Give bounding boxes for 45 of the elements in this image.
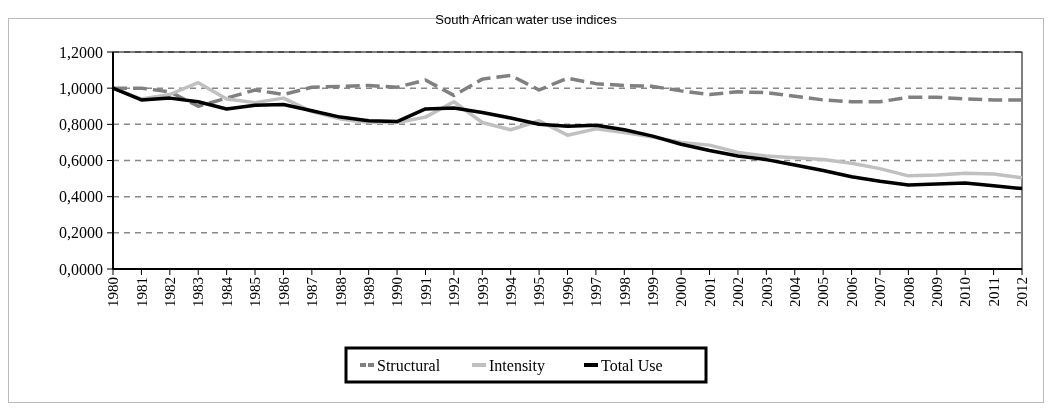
y-tick-label: 0,4000	[59, 188, 103, 206]
x-tick-label: 1991	[417, 277, 434, 307]
x-tick-label: 2002	[730, 277, 747, 307]
y-tick-label: 0,0000	[59, 260, 103, 278]
line-series	[111, 73, 1024, 108]
x-tick-label: 1986	[275, 276, 292, 307]
legend-label: Structural	[377, 356, 441, 374]
legend-label: Total Use	[601, 356, 663, 374]
x-tick-label: 1985	[247, 277, 264, 307]
y-tick-label: 1,0000	[59, 79, 103, 97]
x-tick-label: 2011	[985, 277, 1002, 307]
x-tick-label: 1983	[190, 277, 207, 307]
x-tick-label: 2008	[900, 277, 917, 307]
chart-title: South African water use indices	[435, 11, 618, 27]
x-tick-label: 1992	[446, 277, 463, 307]
x-tick-label: 1989	[360, 277, 377, 307]
legend-label: Intensity	[489, 356, 545, 375]
x-tick-label: 1984	[218, 276, 235, 307]
x-tick-label: 1987	[304, 276, 321, 307]
x-tick-label: 1981	[133, 277, 150, 307]
x-tick-label: 2005	[815, 277, 832, 307]
x-tick-label: 1988	[332, 277, 349, 307]
x-tick-label: 2003	[758, 277, 775, 307]
y-tick-label: 1,2000	[59, 43, 103, 61]
x-tick-label: 1998	[616, 277, 633, 307]
x-tick-label: 1995	[531, 277, 548, 307]
x-tick-label: 2012	[1014, 277, 1031, 307]
x-tick-label: 2001	[701, 277, 718, 307]
x-tick-label: 2004	[787, 276, 803, 307]
x-tick-label: 2006	[843, 276, 860, 307]
y-tick-label: 0,8000	[59, 115, 103, 133]
x-tick-label: 1993	[474, 277, 491, 307]
x-tick-label: 1980	[105, 277, 122, 307]
y-tick-label: 0,6000	[59, 152, 103, 170]
x-tick-label: 2000	[673, 277, 690, 307]
x-tick-label: 2010	[957, 277, 974, 307]
x-tick-label: 1994	[502, 276, 519, 307]
x-tick-label: 1997	[588, 276, 605, 307]
x-tick-label: 1999	[644, 277, 661, 307]
x-tick-label: 1982	[162, 277, 179, 307]
y-tick-label: 0,2000	[59, 224, 103, 242]
x-tick-label: 1990	[389, 277, 406, 307]
x-tick-label: 1996	[559, 276, 576, 307]
x-tick-label: 2009	[929, 277, 946, 307]
x-tick-label: 2007	[872, 276, 889, 307]
